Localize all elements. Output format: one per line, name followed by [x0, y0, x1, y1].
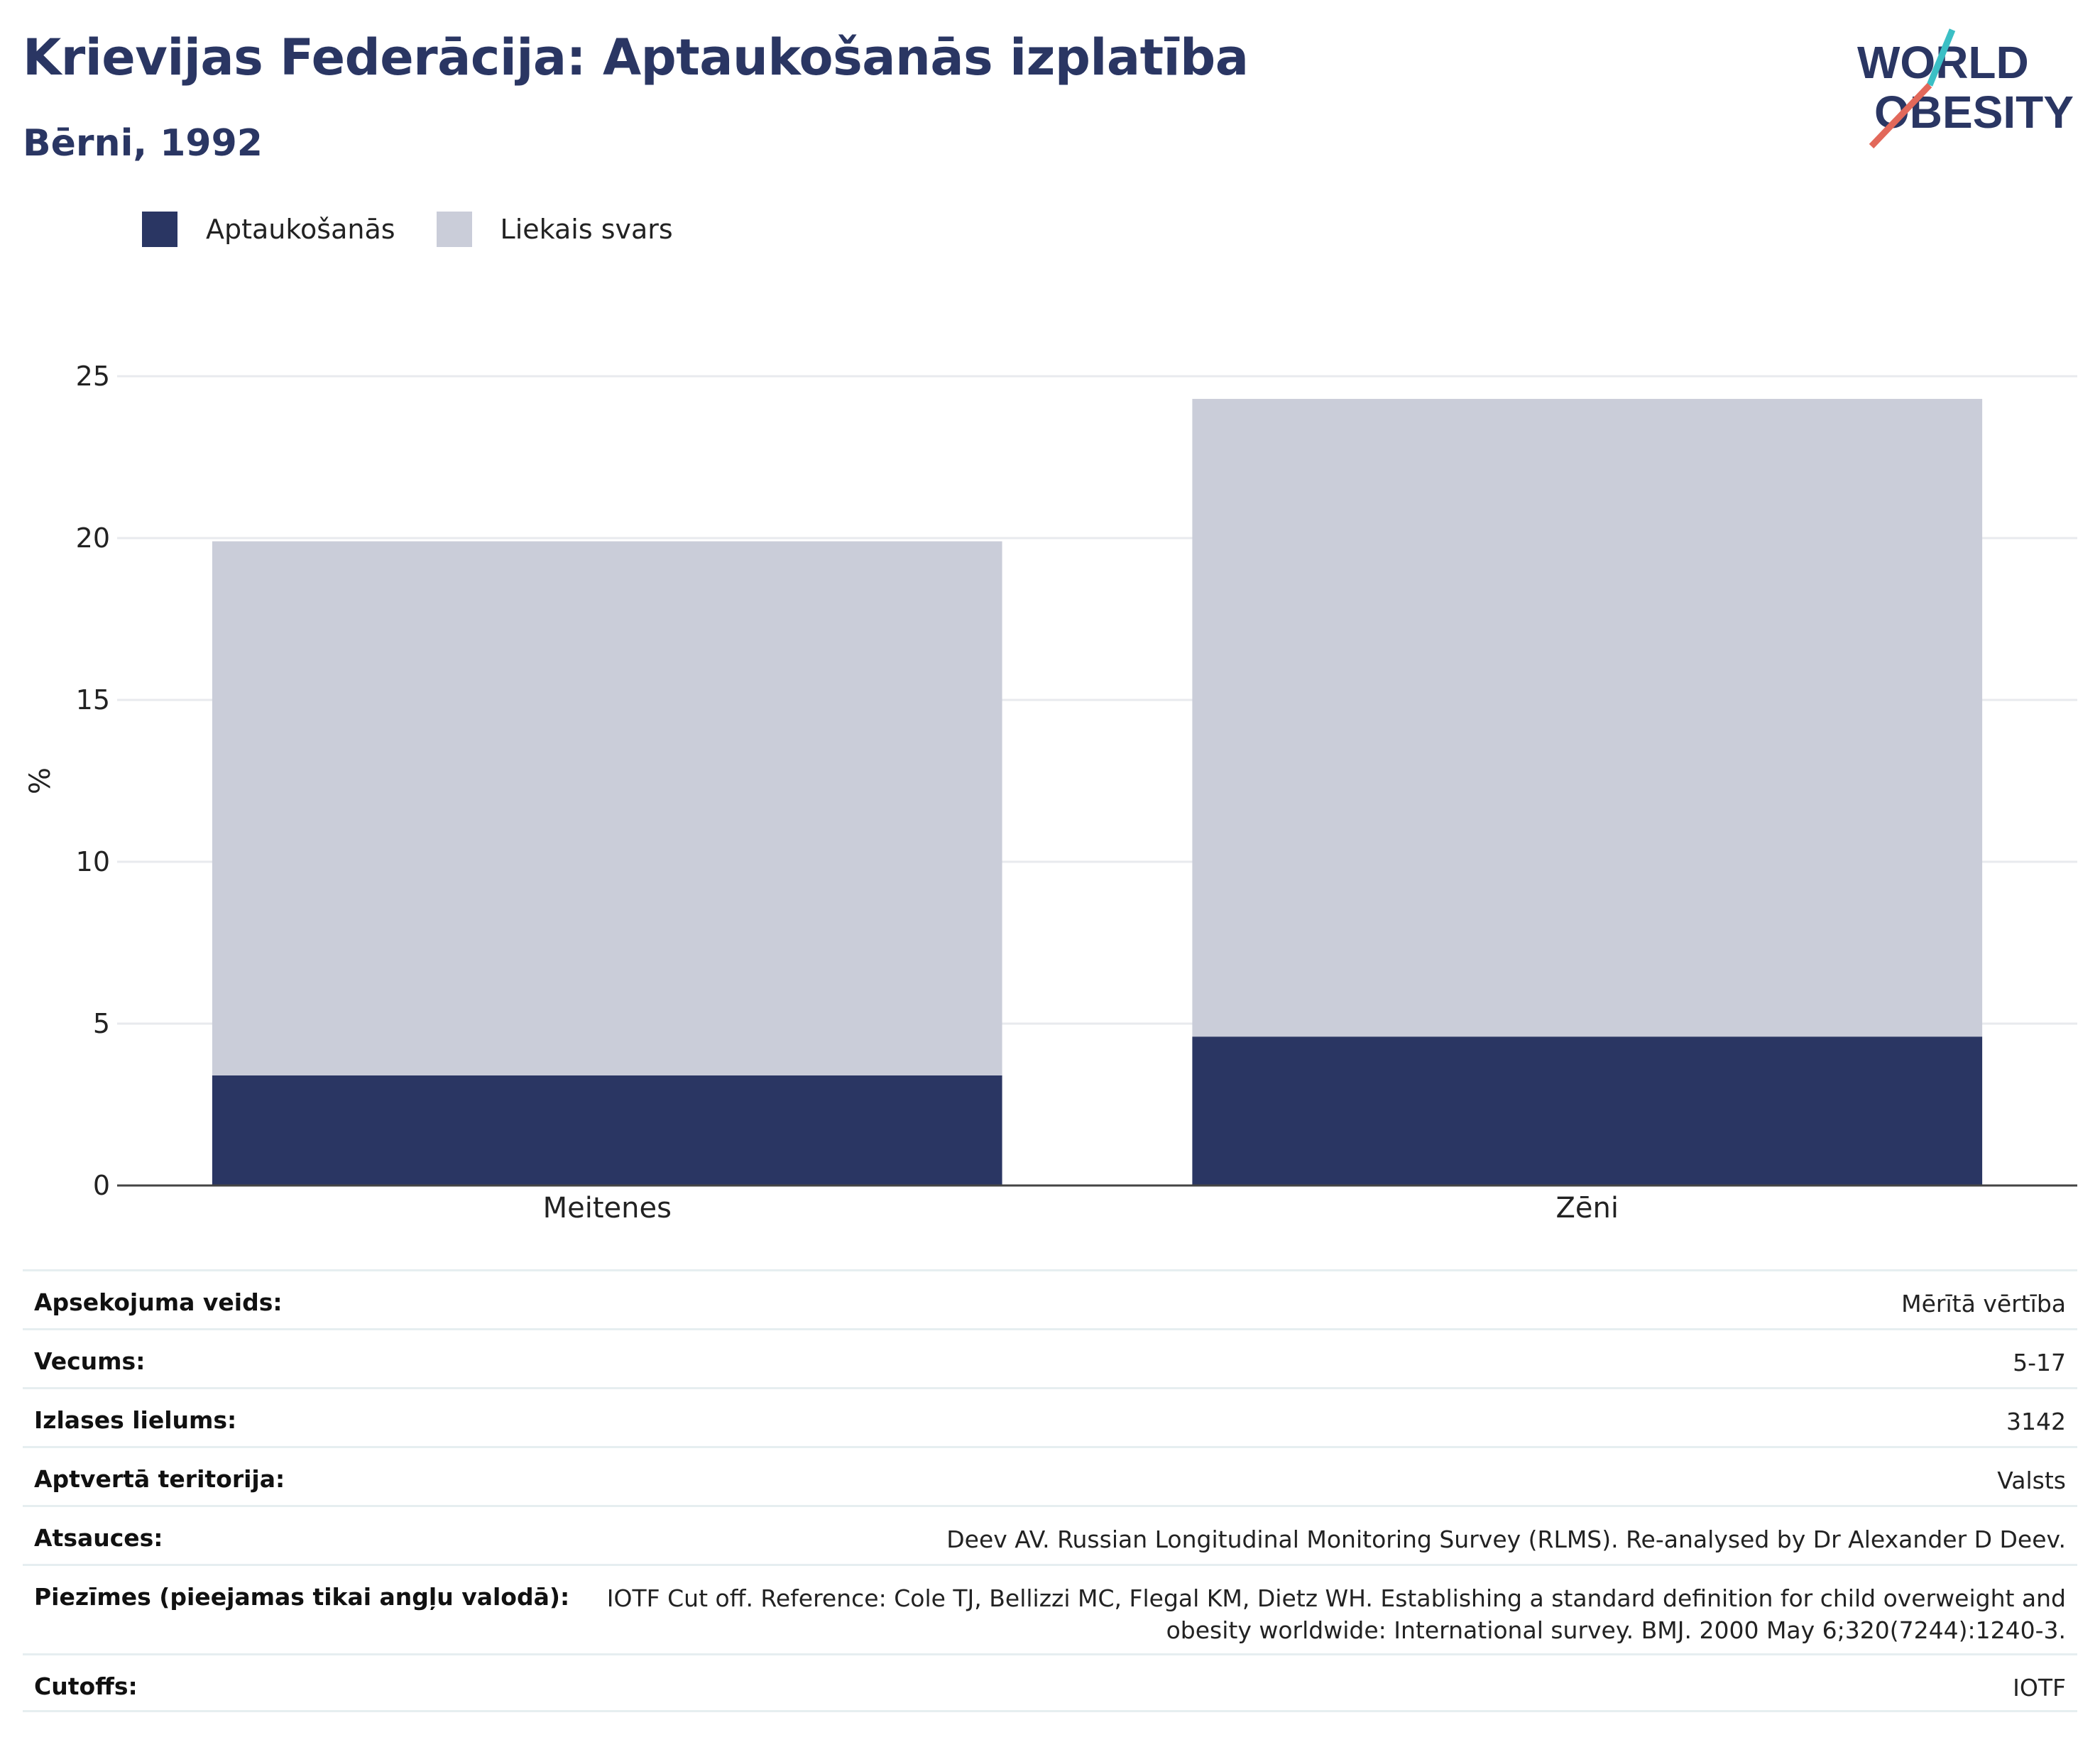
legend-item-overweight[interactable]: Liekais svars	[436, 212, 673, 247]
info-row: Izlases lielums: 3142	[23, 1387, 2077, 1446]
legend-item-obesity[interactable]: Aptaukošanās	[142, 212, 395, 247]
y-tick-label: 15	[76, 684, 110, 716]
info-row: Atsauces: Deev AV. Russian Longitudinal …	[23, 1505, 2077, 1564]
info-value: IOTF Cut off. Reference: Cole TJ, Belliz…	[606, 1584, 2066, 1644]
logo-accent-teal	[1926, 28, 1956, 87]
y-tick-label: 10	[76, 846, 110, 877]
legend-swatch-overweight	[436, 212, 472, 247]
x-tick-label: Meitenes	[543, 1192, 672, 1225]
logo-accent-coral	[1869, 82, 1932, 149]
info-row: Apsekojuma veids: Mērītā vērtība	[23, 1269, 2077, 1328]
info-row: Vecums: 5-17	[23, 1328, 2077, 1387]
info-row: Aptvertā teritorija: Valsts	[23, 1446, 2077, 1505]
y-tick-label: 20	[76, 522, 110, 554]
chart-subtitle: Bērni, 1992	[23, 122, 263, 165]
info-table: Apsekojuma veids: Mērītā vērtība Vecums:…	[23, 1269, 2077, 1712]
world-obesity-logo: WORLD OBESITY	[1857, 28, 2074, 149]
legend: Aptaukošanās Liekais svars	[142, 212, 714, 247]
bar-overweight	[212, 541, 1002, 1075]
info-label: Atsauces:	[34, 1524, 163, 1552]
info-value: 5-17	[2013, 1349, 2066, 1376]
info-label: Piezīmes (pieejamas tikai angļu valodā):	[34, 1583, 570, 1611]
y-tick-label: 25	[76, 361, 110, 392]
bar-obesity	[212, 1075, 1002, 1185]
legend-swatch-obesity	[142, 212, 177, 247]
bar-obesity	[1192, 1036, 1983, 1185]
info-label: Vecums:	[34, 1347, 146, 1375]
info-row: Cutoffs: IOTF	[23, 1653, 2077, 1712]
info-value: Valsts	[1997, 1467, 2066, 1494]
legend-label-overweight: Liekais svars	[500, 214, 673, 245]
legend-label-obesity: Aptaukošanās	[206, 214, 395, 245]
info-label: Aptvertā teritorija:	[34, 1465, 285, 1493]
info-label: Izlases lielums:	[34, 1406, 237, 1434]
y-tick-label: 5	[93, 1008, 110, 1039]
y-axis-label: %	[24, 767, 57, 794]
info-value: Deev AV. Russian Longitudinal Monitoring…	[946, 1526, 2066, 1553]
bar-overweight	[1192, 398, 1983, 1037]
info-value: Mērītā vērtība	[1901, 1290, 2066, 1318]
info-label: Apsekojuma veids:	[34, 1288, 283, 1316]
info-value: IOTF	[2013, 1674, 2066, 1702]
info-label: Cutoffs:	[34, 1672, 138, 1700]
bar-chart: 0 5 10 15 20 25% Meitenes Zēni	[24, 361, 2077, 1225]
info-row: Piezīmes (pieejamas tikai angļu valodā):…	[23, 1564, 2077, 1653]
x-tick-label: Zēni	[1556, 1192, 1619, 1225]
y-tick-label: 0	[93, 1170, 110, 1201]
chart-title: Krievijas Federācija: Aptaukošanās izpla…	[23, 28, 1249, 87]
info-value: 3142	[2006, 1408, 2066, 1435]
